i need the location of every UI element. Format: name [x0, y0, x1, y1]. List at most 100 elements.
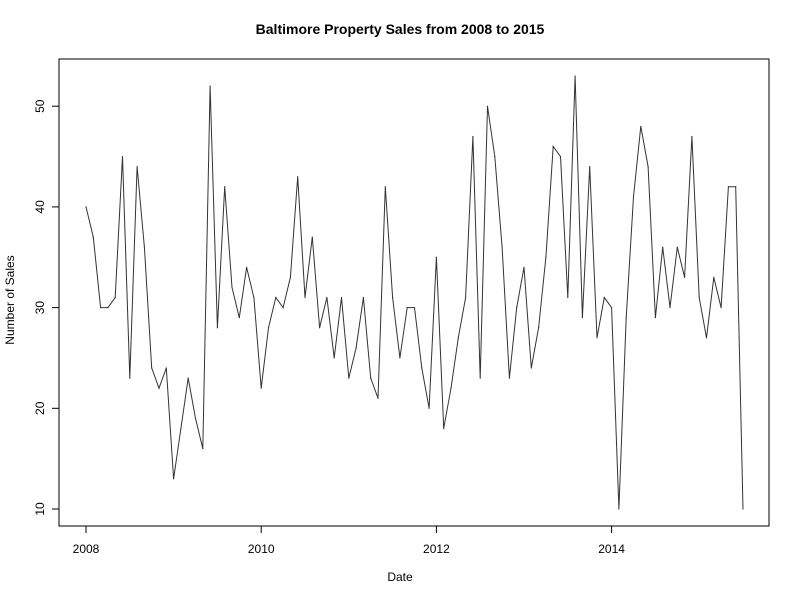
data-point: [348, 377, 350, 379]
data-point: [435, 256, 437, 258]
data-point: [567, 296, 569, 299]
y-axis: 10 20 30 40 50: [33, 99, 60, 516]
x-axis-title: Date: [387, 570, 413, 584]
data-point: [450, 387, 452, 389]
data-point: [107, 307, 109, 309]
data-point: [472, 135, 474, 138]
data-point: [698, 296, 700, 299]
data-point: [559, 155, 562, 158]
data-point: [114, 296, 116, 299]
data-point: [187, 377, 189, 379]
data-point: [530, 367, 532, 369]
data-point: [640, 125, 642, 127]
data-point: [238, 317, 240, 319]
data-point: [589, 166, 591, 168]
data-point: [662, 246, 664, 248]
data-point: [100, 307, 102, 309]
data-point: [202, 447, 204, 450]
data-point: [143, 246, 145, 248]
series-layer: [85, 75, 744, 510]
data-point: [625, 317, 627, 319]
data-point: [275, 296, 277, 299]
data-point: [457, 337, 459, 339]
data-point: [151, 367, 153, 369]
data-point: [173, 478, 175, 480]
data-point: [158, 387, 160, 389]
y-tick-label: 10: [33, 502, 47, 516]
data-point: [676, 246, 678, 248]
x-tick-label: 2012: [423, 542, 450, 556]
data-point: [319, 327, 321, 329]
data-point: [260, 387, 262, 389]
data-point: [494, 155, 496, 158]
data-point: [508, 377, 510, 379]
data-point: [392, 296, 394, 299]
data-point: [194, 417, 197, 419]
data-point: [428, 407, 430, 409]
data-point: [742, 508, 744, 510]
data-point: [603, 296, 605, 299]
data-point: [647, 166, 649, 168]
data-point: [443, 427, 445, 430]
data-point: [486, 105, 489, 107]
data-point: [618, 508, 620, 510]
data-point: [355, 347, 357, 349]
y-tick-label: 40: [33, 200, 47, 214]
data-point: [384, 186, 386, 188]
data-point: [516, 307, 518, 309]
x-tick-label: 2008: [73, 542, 100, 556]
x-axis: 2008 2010 2012 2014: [73, 525, 625, 556]
data-point: [282, 307, 284, 309]
data-point: [231, 286, 233, 289]
data-point: [545, 256, 547, 258]
data-point: [413, 307, 416, 309]
data-point: [720, 307, 722, 309]
data-point: [289, 276, 291, 278]
data-point: [333, 357, 335, 359]
data-point: [501, 246, 503, 248]
y-axis-title: Number of Sales: [3, 255, 17, 345]
data-point: [727, 186, 730, 188]
data-point: [399, 357, 401, 359]
data-point: [136, 166, 138, 168]
data-point: [326, 296, 328, 299]
data-point: [735, 186, 737, 188]
data-point: [552, 145, 554, 148]
data-point: [224, 186, 226, 188]
data-point: [165, 367, 167, 369]
data-point: [92, 236, 94, 238]
data-point: [129, 377, 131, 379]
data-point: [370, 377, 372, 379]
data-point: [574, 75, 576, 77]
series-line: [85, 75, 744, 510]
data-point: [311, 236, 313, 238]
data-point: [684, 276, 686, 278]
data-point: [713, 276, 715, 278]
plot-frame: [58, 58, 770, 527]
data-point: [654, 317, 657, 319]
y-tick-label: 30: [33, 301, 47, 315]
chart-title: Baltimore Property Sales from 2008 to 20…: [255, 21, 545, 37]
data-point: [523, 266, 525, 268]
x-tick-label: 2014: [598, 542, 625, 556]
data-point: [304, 296, 306, 299]
data-point: [596, 337, 598, 339]
data-point: [632, 196, 635, 198]
data-point: [538, 327, 540, 329]
data-point: [611, 307, 613, 309]
data-point: [465, 296, 467, 299]
data-point: [669, 307, 671, 309]
data-point: [253, 296, 255, 299]
data-point: [209, 85, 211, 87]
data-point: [705, 337, 708, 339]
data-point: [691, 135, 693, 138]
data-point: [421, 367, 423, 369]
data-point: [581, 317, 584, 319]
data-point: [377, 397, 379, 399]
data-point: [362, 296, 364, 299]
x-tick-label: 2010: [248, 542, 275, 556]
data-point: [85, 206, 87, 208]
data-point: [340, 296, 343, 299]
data-point: [180, 427, 182, 430]
